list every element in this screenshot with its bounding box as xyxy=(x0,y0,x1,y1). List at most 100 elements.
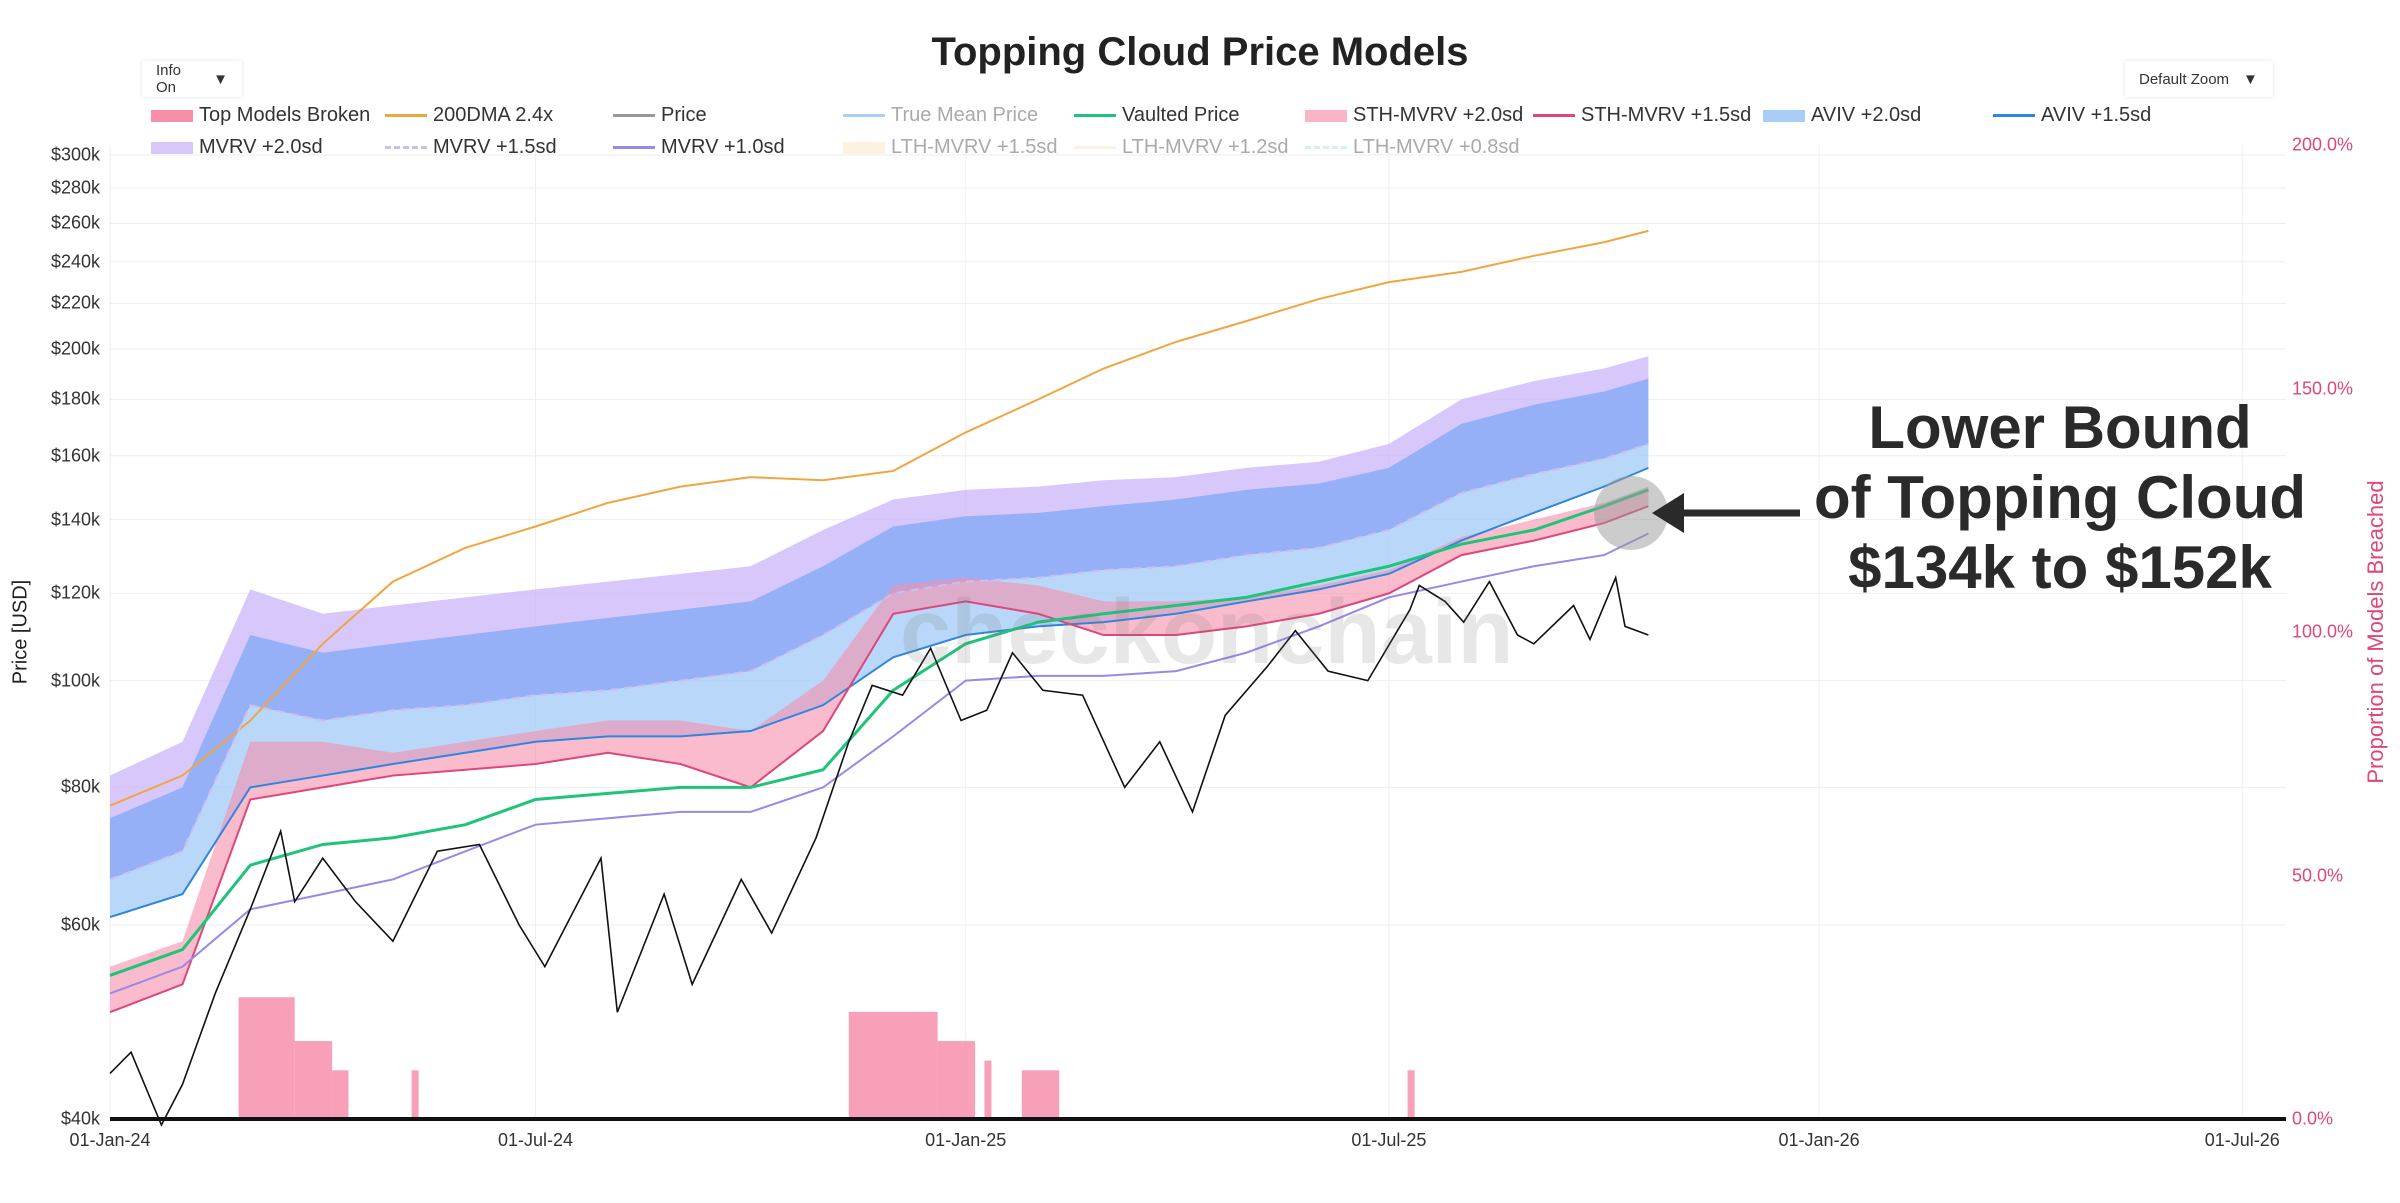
y-tick-label: $200k xyxy=(50,338,100,359)
x-tick-label: 01-Jan-25 xyxy=(925,1130,1007,1150)
legend-label: LTH-MVRV +1.5sd xyxy=(891,136,1058,158)
top-models-broken-area xyxy=(1021,1070,1060,1119)
legend-item[interactable]: 200DMA 2.4x xyxy=(385,104,553,127)
legend-swatch-icon xyxy=(1533,114,1575,117)
y-tick-label: $260k xyxy=(50,212,100,233)
legend-item[interactable]: LTH-MVRV +1.2sd xyxy=(1074,136,1289,159)
series-mvrv-1.5sd xyxy=(109,442,1649,881)
zoom-dropdown[interactable]: Default Zoom ▼ xyxy=(2125,61,2273,97)
legend-label: Price xyxy=(661,104,707,126)
legend-item[interactable]: MVRV +1.0sd xyxy=(613,136,785,159)
legend-label: AVIV +1.5sd xyxy=(2041,104,2152,126)
chevron-down-icon: ▼ xyxy=(2243,70,2258,88)
legend-swatch-icon xyxy=(385,146,427,149)
top-models-broken-area xyxy=(294,1041,333,1119)
y2-tick-label: 150.0% xyxy=(2292,378,2354,398)
y2-tick-label: 200.0% xyxy=(2292,134,2354,155)
legend-swatch-icon xyxy=(151,141,193,154)
legend-item[interactable]: AVIV +2.0sd xyxy=(1763,104,1921,127)
annotation-text: Lower Bound of Topping Cloud $134k to $1… xyxy=(1790,393,2330,603)
info-toggle-dropdown[interactable]: Info On ▼ xyxy=(142,61,242,97)
legend-label: True Mean Price xyxy=(891,104,1039,126)
watermark: checkonchain xyxy=(900,581,1514,683)
band-aviv-2sd xyxy=(110,378,1649,880)
series-200dma-2.4x xyxy=(109,229,1649,807)
y2-axis-title: Proportion of Models Breached xyxy=(2363,480,2388,784)
legend-swatch-icon xyxy=(151,109,193,122)
legend-swatch-icon xyxy=(843,114,885,117)
legend-swatch-icon xyxy=(385,114,427,117)
y-tick-label: $140k xyxy=(50,509,100,530)
y-tick-label: $120k xyxy=(50,582,100,603)
legend-swatch-icon xyxy=(1074,146,1116,149)
x-tick-label: 01-Jul-25 xyxy=(1351,1130,1427,1150)
y2-tick-label: 100.0% xyxy=(2292,621,2354,642)
top-models-broken-area xyxy=(238,997,295,1119)
legend-label: Vaulted Price xyxy=(1122,104,1240,126)
series-vaulted-price xyxy=(109,488,1649,977)
legend-label: MVRV +2.0sd xyxy=(199,136,323,158)
top-models-broken-area xyxy=(411,1070,419,1119)
arrow-head-icon xyxy=(1652,493,1684,533)
legend-label: AVIV +2.0sd xyxy=(1811,104,1922,126)
legend-swatch-icon xyxy=(1305,109,1347,122)
top-models-broken-area xyxy=(937,1041,976,1119)
y-tick-label: $280k xyxy=(50,177,100,198)
legend-label: LTH-MVRV +0.8sd xyxy=(1353,136,1520,158)
legend-item[interactable]: True Mean Price xyxy=(843,104,1038,127)
legend-swatch-icon xyxy=(613,146,655,149)
legend-item[interactable]: STH-MVRV +1.5sd xyxy=(1533,104,1751,127)
band-aviv-light xyxy=(110,443,1649,918)
zoom-label: Default Zoom xyxy=(2139,70,2230,88)
y2-tick-label: 0.0% xyxy=(2292,1108,2334,1129)
legend-swatch-icon xyxy=(613,114,655,117)
legend-swatch-icon xyxy=(1763,109,1805,122)
legend-label: MVRV +1.5sd xyxy=(433,136,557,158)
legend-item[interactable]: AVIV +1.5sd xyxy=(1993,104,2151,127)
y-tick-label: $40k xyxy=(60,1108,100,1129)
y-axis-title: Price [USD] xyxy=(9,579,32,685)
legend-item[interactable]: STH-MVRV +2.0sd xyxy=(1305,104,1523,127)
legend-item[interactable]: LTH-MVRV +1.5sd xyxy=(843,136,1058,159)
annotation-line-3: $134k to $152k xyxy=(1848,534,2272,601)
y-tick-label: $220k xyxy=(50,292,100,313)
legend-label: STH-MVRV +2.0sd xyxy=(1353,104,1524,126)
legend-label: 200DMA 2.4x xyxy=(433,104,554,126)
y-tick-label: $80k xyxy=(60,776,100,797)
y-tick-label: $240k xyxy=(50,251,100,272)
legend-swatch-icon xyxy=(1074,114,1116,117)
y-tick-label: $60k xyxy=(60,914,100,935)
y2-tick-label: 50.0% xyxy=(2292,865,2344,885)
legend-label: LTH-MVRV +1.2sd xyxy=(1122,136,1289,158)
legend-item[interactable]: Vaulted Price xyxy=(1074,104,1239,127)
series-aviv-1.5sd xyxy=(109,466,1649,919)
info-toggle-label: Info On xyxy=(156,62,182,96)
top-models-broken-area xyxy=(1407,1070,1415,1119)
legend-item[interactable]: LTH-MVRV +0.8sd xyxy=(1305,136,1520,159)
chevron-down-icon: ▼ xyxy=(213,70,228,88)
series-mvrv-1sd xyxy=(109,532,1649,995)
legend-item[interactable]: Top Models Broken xyxy=(151,104,370,127)
legend-swatch-icon xyxy=(1993,114,2035,117)
legend-swatch-icon xyxy=(843,141,885,154)
annotation-line-2: of Topping Cloud xyxy=(1813,464,2307,531)
y-tick-label: $180k xyxy=(50,388,100,409)
x-tick-label: 01-Jul-26 xyxy=(2204,1130,2280,1150)
x-tick-label: 01-Jul-24 xyxy=(497,1130,574,1150)
legend-item[interactable]: Price xyxy=(613,104,707,127)
series-sth-mvrv-1.5sd xyxy=(109,505,1649,1014)
x-tick-label: 01-Jan-24 xyxy=(69,1130,151,1150)
series-price xyxy=(109,574,1649,1127)
legend-item[interactable]: MVRV +1.5sd xyxy=(385,136,557,159)
band-mvrv-2sd xyxy=(110,356,1649,880)
legend-swatch-icon xyxy=(1305,146,1347,149)
top-models-broken-area xyxy=(848,1011,938,1119)
chart-title: Topping Cloud Price Models xyxy=(931,30,1469,74)
band-sth-mvrv-2sd xyxy=(110,486,1649,1013)
y-tick-label: $160k xyxy=(50,445,100,466)
y-tick-label: $300k xyxy=(50,144,100,165)
legend-label: Top Models Broken xyxy=(199,104,371,126)
y-tick-label: $100k xyxy=(50,670,100,691)
legend-item[interactable]: MVRV +2.0sd xyxy=(151,136,323,159)
